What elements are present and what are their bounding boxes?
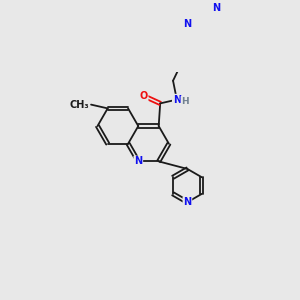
Text: N: N <box>173 94 181 105</box>
Text: N: N <box>183 197 191 207</box>
Text: CH₃: CH₃ <box>69 100 89 110</box>
Text: N: N <box>134 156 142 167</box>
Text: N: N <box>183 19 191 29</box>
Text: H: H <box>181 97 189 106</box>
Text: O: O <box>140 91 148 101</box>
Text: N: N <box>212 3 220 13</box>
